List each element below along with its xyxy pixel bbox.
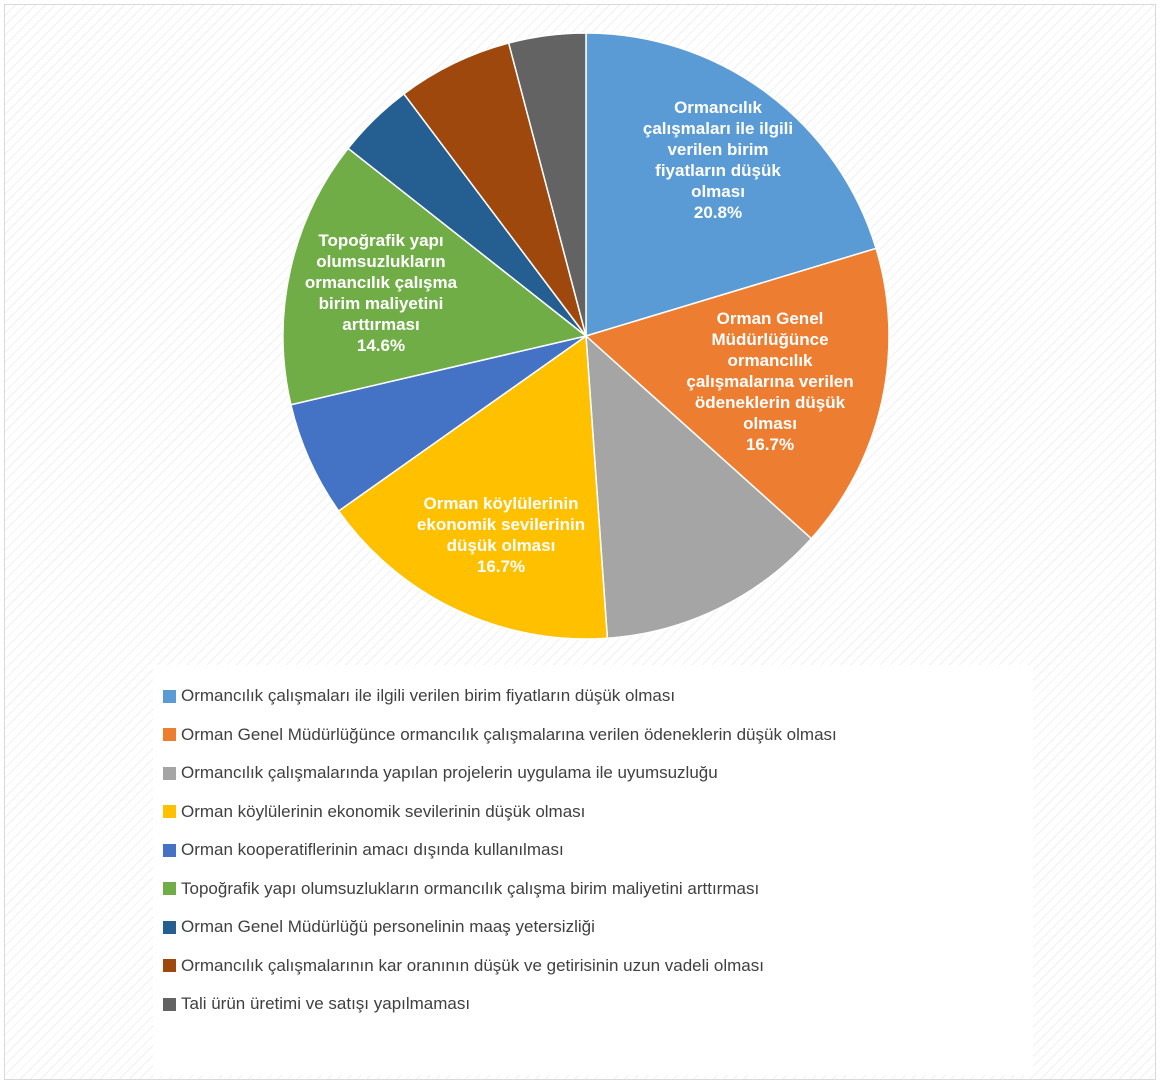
pie-slice-3: [585, 334, 813, 640]
pie-chart: Ormancılık çalışmaları ile ilgili verilen …: [282, 32, 890, 640]
legend-item-3: Ormancılık çalışmalarında yapılan projel…: [163, 758, 718, 788]
pie-slice-2: [584, 247, 890, 540]
legend-label: Orman Genel Müdürlüğü personelinin maaş …: [181, 917, 595, 936]
legend-label: Ormancılık çalışmaları ile ilgili verile…: [181, 686, 676, 705]
legend-item-5: Orman kooperatiflerinin amacı dışında ku…: [163, 835, 564, 865]
pie-slice-6: [282, 147, 588, 406]
legend-swatch: [163, 882, 176, 895]
legend-label: Orman kooperatiflerinin amacı dışında ku…: [181, 840, 564, 859]
legend-label: Topoğrafik yapı olumsuzlukların ormancıl…: [181, 878, 760, 898]
legend-swatch: [163, 920, 176, 934]
legend-item-7: Orman Genel Müdürlüğü personelinin maaş …: [163, 912, 595, 942]
legend-item-2: Orman Genel Müdürlüğünce ormancılık çalı…: [163, 720, 837, 750]
slice-label-1: Ormancılık çalışmaları ile ilgili verilen …: [643, 98, 793, 222]
legend-label: Tali ürün üretimi ve satışı yapılmaması: [181, 994, 471, 1013]
legend-swatch: [163, 843, 176, 857]
pie-slice-1: [585, 32, 877, 338]
pie-slice-9: [507, 32, 587, 337]
legend-item-9: Tali ürün üretimi ve satışı yapılmaması: [163, 989, 470, 1019]
legend-swatch: [163, 728, 176, 741]
legend-item-8: Ormancılık çalışmalarının kar oranının d…: [163, 951, 764, 981]
legend-swatch: [163, 766, 176, 780]
legend-label: Orman köylülerinin ekonomik sevilerinin …: [181, 801, 586, 821]
legend-swatch: [163, 805, 176, 818]
pie-slice-8: [402, 42, 587, 337]
legend-label: Orman Genel Müdürlüğünce ormancılık çalı…: [181, 724, 837, 744]
pie-slice-4: [337, 334, 609, 640]
slice-label-4: Orman köylülerinin ekonomik sevilerinin dü…: [417, 494, 585, 576]
legend-item-4: Orman köylülerinin ekonomik sevilerinin …: [163, 797, 585, 827]
slice-label-6: Topoğrafik yapı olumsuzlukların ormancılık…: [305, 231, 458, 355]
slice-label-2: Orman Genel Müdürlüğünce ormancılık çalışma…: [686, 309, 853, 454]
chart-area: Ormancılık çalışmaları ile ilgili verilen …: [4, 4, 1156, 1080]
legend-label: Ormancılık çalışmalarının kar oranının d…: [181, 955, 764, 975]
legend-swatch: [163, 689, 176, 703]
legend: Ormancılık çalışmaları ile ilgili verile…: [153, 665, 1033, 1075]
legend-label: Ormancılık çalışmalarında yapılan projel…: [181, 763, 718, 782]
legend-swatch: [163, 959, 176, 972]
legend-item-1: Ormancılık çalışmaları ile ilgili verile…: [163, 681, 675, 711]
legend-item-6: Topoğrafik yapı olumsuzlukların ormancıl…: [163, 874, 759, 904]
legend-swatch: [163, 997, 176, 1011]
pie-slice-5: [289, 335, 587, 513]
